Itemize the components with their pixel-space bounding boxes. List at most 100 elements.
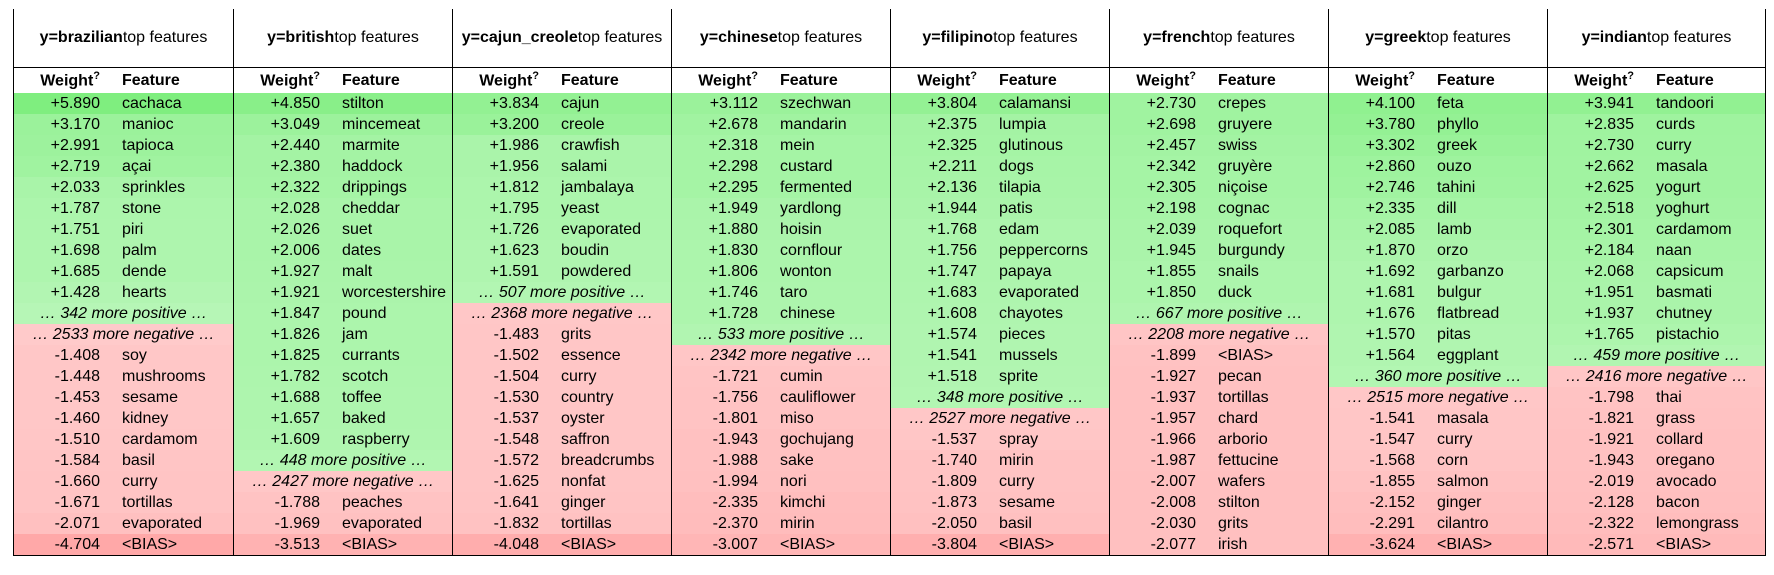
more-features-row: … 2416 more negative … bbox=[1548, 366, 1765, 387]
feature-name: cilantro bbox=[1437, 515, 1489, 532]
table-row: +3.780 phyllo bbox=[1329, 114, 1547, 135]
feature-name: salami bbox=[561, 158, 608, 175]
weight-value: +1.945 bbox=[1146, 242, 1196, 259]
feature-name: dates bbox=[342, 242, 382, 259]
table-row: +1.623 boudin bbox=[453, 240, 671, 261]
feature-name: mussels bbox=[999, 347, 1058, 364]
weight-value: +1.850 bbox=[1146, 284, 1196, 301]
feature-name: szechwan bbox=[780, 95, 852, 112]
feature-name: spray bbox=[999, 431, 1039, 448]
feature-name: chard bbox=[1218, 410, 1259, 427]
weight-value: -1.453 bbox=[54, 389, 100, 406]
weight-value: -1.809 bbox=[931, 473, 977, 490]
table-row: +1.574 pieces bbox=[891, 324, 1109, 345]
table-row: -2.019 avocado bbox=[1548, 471, 1765, 492]
weight-value: +2.440 bbox=[270, 137, 320, 154]
column-header: Weight? Feature bbox=[14, 68, 233, 93]
feature-name: tilapia bbox=[999, 179, 1041, 196]
weight-value: -1.460 bbox=[54, 410, 100, 427]
weight-value: +1.855 bbox=[1146, 263, 1196, 280]
weight-help-mark[interactable]: ? bbox=[93, 69, 100, 82]
feature-name: evaporated bbox=[999, 284, 1080, 301]
table-row: +3.112 szechwan bbox=[672, 93, 890, 114]
feature-name: tortillas bbox=[1218, 389, 1269, 406]
table-row: +2.835 curds bbox=[1548, 114, 1765, 135]
feature-name: curds bbox=[1656, 116, 1696, 133]
weight-value: -1.660 bbox=[54, 473, 100, 490]
weight-value: +1.830 bbox=[708, 242, 758, 259]
weight-help-mark[interactable]: ? bbox=[1189, 69, 1196, 82]
feature-name: toffee bbox=[342, 389, 382, 406]
weight-help-mark[interactable]: ? bbox=[970, 69, 977, 82]
weight-value: +1.921 bbox=[270, 284, 320, 301]
weight-value: +4.850 bbox=[270, 95, 320, 112]
table-row: +1.541 mussels bbox=[891, 345, 1109, 366]
weight-value: -1.756 bbox=[712, 389, 758, 406]
feature-name: nonfat bbox=[561, 473, 606, 490]
weight-value: +1.728 bbox=[708, 305, 758, 322]
weight-help-mark[interactable]: ? bbox=[313, 69, 320, 82]
weight-help-mark[interactable]: ? bbox=[532, 69, 539, 82]
weight-header-label: Weight bbox=[1355, 72, 1409, 89]
feature-name: salmon bbox=[1437, 473, 1489, 490]
feature-name: marmite bbox=[342, 137, 400, 154]
feature-name: mandarin bbox=[780, 116, 847, 133]
feature-name: mincemeat bbox=[342, 116, 421, 133]
column-header: Weight? Feature bbox=[1329, 68, 1547, 93]
weight-value: +1.956 bbox=[489, 158, 539, 175]
feature-name: wafers bbox=[1218, 473, 1266, 490]
feature-name: stilton bbox=[342, 95, 384, 112]
feature-name: swiss bbox=[1218, 137, 1258, 154]
weight-value: +1.937 bbox=[1584, 305, 1634, 322]
table-row: +1.564 eggplant bbox=[1329, 345, 1547, 366]
weight-help-mark[interactable]: ? bbox=[751, 69, 758, 82]
table-row: +1.825 currants bbox=[234, 345, 452, 366]
table-row: +3.302 greek bbox=[1329, 135, 1547, 156]
weight-value: +2.033 bbox=[50, 179, 100, 196]
weight-value: -1.584 bbox=[54, 452, 100, 469]
weight-value: -1.483 bbox=[493, 326, 539, 343]
feature-name: cachaca bbox=[122, 95, 182, 112]
feature-header: Feature bbox=[1218, 72, 1276, 89]
table-row: +1.787 stone bbox=[14, 198, 233, 219]
weight-value: +1.747 bbox=[927, 263, 977, 280]
weight-header: Weight? bbox=[891, 70, 985, 90]
feature-name: cajun bbox=[561, 95, 600, 112]
table-row: +1.880 hoisin bbox=[672, 219, 890, 240]
weight-help-mark[interactable]: ? bbox=[1627, 69, 1634, 82]
feature-name: peppercorns bbox=[999, 242, 1088, 259]
table-row: -3.624 <BIAS> bbox=[1329, 534, 1547, 555]
weight-value: +4.100 bbox=[1365, 95, 1415, 112]
table-brazilian: y=brazilian top features Weight? Feature +5… bbox=[13, 9, 233, 556]
weight-value: +2.301 bbox=[1584, 221, 1634, 238]
table-row: -1.483 grits bbox=[453, 324, 671, 345]
feature-name: essence bbox=[561, 347, 621, 364]
table-row: +2.322 drippings bbox=[234, 177, 452, 198]
weight-value: -1.987 bbox=[1150, 452, 1196, 469]
table-row: -2.077 irish bbox=[1110, 534, 1328, 555]
table-row: -1.994 nori bbox=[672, 471, 890, 492]
table-row: +1.756 peppercorns bbox=[891, 240, 1109, 261]
feature-name: tortillas bbox=[561, 515, 612, 532]
weight-value: -1.855 bbox=[1369, 473, 1415, 490]
weight-value: -2.291 bbox=[1369, 515, 1415, 532]
table-row: -4.048 <BIAS> bbox=[453, 534, 671, 555]
table-row: +2.662 masala bbox=[1548, 156, 1765, 177]
feature-name: basil bbox=[122, 452, 155, 469]
feature-name: stilton bbox=[1218, 494, 1260, 511]
feature-name: hoisin bbox=[780, 221, 822, 238]
feature-name: gruyère bbox=[1218, 158, 1273, 175]
weight-value: +1.756 bbox=[927, 242, 977, 259]
table-row: +2.335 dill bbox=[1329, 198, 1547, 219]
weight-value: +1.847 bbox=[270, 305, 320, 322]
feature-name: grits bbox=[1218, 515, 1249, 532]
weights-table: Weight? Feature +3.804 calamansi +2.375 lumpi… bbox=[891, 68, 1109, 556]
table-row: +1.986 crawfish bbox=[453, 135, 671, 156]
table-row: -1.502 essence bbox=[453, 345, 671, 366]
table-row: +5.890 cachaca bbox=[14, 93, 233, 114]
feature-name: crepes bbox=[1218, 95, 1267, 112]
weight-help-mark[interactable]: ? bbox=[1408, 69, 1415, 82]
feature-name: bulgur bbox=[1437, 284, 1482, 301]
table-row: -1.987 fettucine bbox=[1110, 450, 1328, 471]
feature-name: dill bbox=[1437, 200, 1457, 217]
